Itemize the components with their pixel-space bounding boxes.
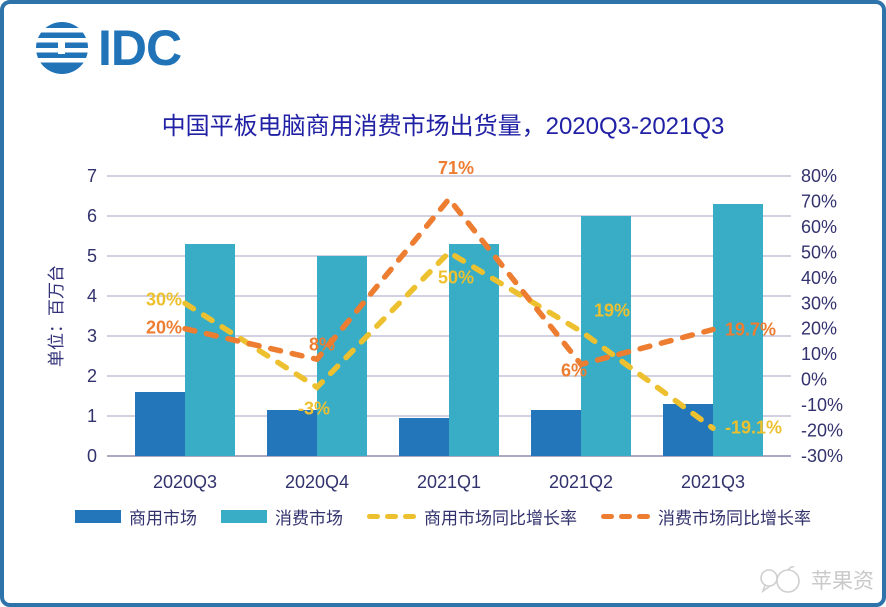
right-axis-tick: -20%: [801, 421, 843, 441]
right-axis-tick: 40%: [801, 268, 837, 288]
right-axis-tick: 50%: [801, 242, 837, 262]
growth-line-commercial: [182, 248, 716, 432]
right-axis-tick: 30%: [801, 293, 837, 313]
bar-consumer: [713, 204, 763, 456]
left-axis-tick: 4: [87, 286, 97, 306]
right-axis-tick: 20%: [801, 319, 837, 339]
right-axis-tick: 10%: [801, 344, 837, 364]
legend-label-consumer-bar: 消费市场: [275, 509, 343, 528]
bar-commercial: [267, 410, 317, 456]
right-axis-tick: 70%: [801, 191, 837, 211]
x-axis-label: 2020Q3: [153, 472, 217, 492]
right-axis-tick: -10%: [801, 395, 843, 415]
data-label-commercial: 30%: [146, 289, 182, 309]
right-axis-tick: -30%: [801, 446, 843, 466]
x-axis-label: 2021Q2: [549, 472, 613, 492]
left-axis-tick: 2: [87, 366, 97, 386]
legend-swatch-consumer-bar: [221, 510, 267, 523]
left-axis-tick: 3: [87, 326, 97, 346]
shipments-combo-chart: 0 1 2 3 4 5 6 7 -30% -20% -10% 0% 10% 20% 30% 40% 50% 60%…: [47, 158, 843, 492]
data-label-consumer: 6%: [561, 360, 587, 380]
legend-item-consumer-growth-line: 消费市场同比增长率: [601, 504, 811, 529]
legend-label-commercial-growth: 商用市场同比增长率: [424, 509, 577, 528]
watermark: 苹果资: [757, 565, 874, 595]
x-axis-label: 2021Q1: [417, 472, 481, 492]
growth-line-consumer: [182, 194, 716, 368]
right-axis-tick: 80%: [801, 166, 837, 186]
watermark-text: 苹果资: [811, 570, 874, 593]
right-axis-tick: 0%: [801, 370, 827, 390]
legend-label-commercial-bar: 商用市场: [129, 509, 197, 528]
x-axis-label: 2020Q4: [285, 472, 349, 492]
chart-legend: 商用市场 消费市场 商用市场同比增长率 消费市场同比增长率: [4, 504, 882, 529]
data-label-commercial: 50%: [438, 267, 474, 287]
left-axis-tick: 5: [87, 246, 97, 266]
left-axis-tick: 7: [87, 166, 97, 186]
bar-commercial: [399, 418, 449, 456]
data-label-consumer: 19.7%: [725, 319, 776, 339]
idc-logo-text: IDC: [98, 20, 182, 76]
chart-area: 0 1 2 3 4 5 6 7 -30% -20% -10% 0% 10% 20% 30% 40% 50% 60%…: [44, 152, 854, 502]
idc-globe-icon: [34, 22, 90, 74]
legend-label-consumer-growth: 消费市场同比增长率: [658, 509, 811, 528]
bar-commercial: [531, 410, 581, 456]
data-label-commercial: -3%: [298, 398, 330, 418]
legend-swatch-commercial-growth: [367, 514, 416, 519]
data-label-commercial: 19%: [594, 300, 630, 320]
chart-title: 中国平板电脑商用消费市场出货量，2020Q3-2021Q3: [161, 113, 725, 140]
left-axis-tick: 0: [87, 446, 97, 466]
x-axis-label: 2021Q3: [681, 472, 745, 492]
watermark-bubbles-icon: [760, 566, 800, 594]
data-label-consumer: 71%: [438, 158, 474, 178]
legend-item-commercial-growth-line: 商用市场同比增长率: [367, 504, 577, 529]
bar-consumer: [185, 244, 235, 456]
idc-logo: IDC: [34, 20, 182, 76]
data-label-consumer: 8%: [309, 334, 335, 354]
legend-item-commercial-bar: 商用市场: [75, 504, 197, 529]
left-axis-tick: 1: [87, 406, 97, 426]
right-axis-tick: 60%: [801, 217, 837, 237]
left-axis-tick: 6: [87, 206, 97, 226]
bar-consumer: [317, 256, 367, 456]
left-axis-title: 单位：百万台: [47, 265, 66, 367]
bar-commercial: [135, 392, 185, 456]
legend-swatch-commercial-bar: [75, 510, 121, 523]
legend-swatch-consumer-growth: [601, 514, 650, 519]
bar-commercial: [663, 404, 713, 456]
data-label-consumer: 20%: [146, 318, 182, 338]
legend-item-consumer-bar: 消费市场: [221, 504, 343, 529]
data-label-commercial: -19.1%: [725, 417, 782, 437]
